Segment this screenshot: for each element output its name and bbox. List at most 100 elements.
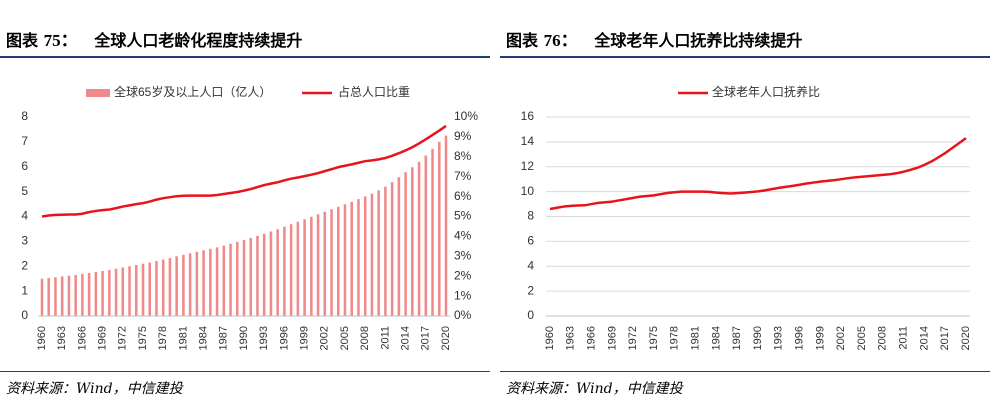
y2-tick-label: 10% xyxy=(454,109,478,123)
figure-number: 75： xyxy=(43,31,78,50)
bar xyxy=(229,243,232,316)
x-tick-label: 1993 xyxy=(773,326,785,350)
figure-label: 图表 xyxy=(506,31,539,50)
bar xyxy=(397,177,401,316)
bar xyxy=(141,263,145,316)
x-tick-label: 1963 xyxy=(56,326,68,350)
y2-tick-label: 0% xyxy=(454,308,472,322)
share-line xyxy=(41,124,447,218)
y-tick-label: 1 xyxy=(21,283,28,297)
bar xyxy=(384,186,387,316)
bar xyxy=(161,259,165,316)
x-tick-label: 1960 xyxy=(544,326,556,350)
x-tick-label: 1999 xyxy=(814,326,826,350)
x-tick-label: 1981 xyxy=(177,326,189,350)
x-tick-label: 2005 xyxy=(339,326,351,350)
bar xyxy=(242,239,246,316)
y-tick-label: 12 xyxy=(521,159,535,173)
bar xyxy=(128,266,131,316)
y2-tick-label: 8% xyxy=(454,149,472,163)
x-tick-label: 1963 xyxy=(565,326,577,350)
bar xyxy=(148,262,152,316)
bar xyxy=(310,216,313,316)
bar xyxy=(330,209,333,316)
bar xyxy=(424,155,428,316)
legend-label: 全球老年人口抚养比 xyxy=(712,84,820,99)
source-rule xyxy=(0,371,490,372)
bar xyxy=(343,204,347,316)
bar xyxy=(114,268,118,316)
x-tick-label: 2017 xyxy=(939,326,951,350)
x-tick-label: 2002 xyxy=(835,326,847,350)
bar xyxy=(209,248,212,316)
source-note: 资料来源：Wind，中信建投 xyxy=(6,381,183,397)
bar xyxy=(370,193,374,316)
bar xyxy=(303,219,306,316)
bar xyxy=(182,254,185,316)
bar xyxy=(350,201,354,316)
y-tick-label: 4 xyxy=(21,209,28,223)
bar xyxy=(215,247,219,316)
bar xyxy=(256,235,259,316)
bar xyxy=(283,226,286,316)
x-tick-label: 1960 xyxy=(36,326,48,350)
y-tick-label: 6 xyxy=(21,159,28,173)
bar xyxy=(390,182,394,316)
y2-tick-label: 3% xyxy=(454,248,472,262)
title-text: 全球老年人口抚养比持续提升 xyxy=(594,31,803,50)
bar xyxy=(47,277,51,316)
x-tick-label: 1966 xyxy=(76,326,88,350)
bar xyxy=(336,206,340,316)
title-text: 全球人口老龄化程度持续提升 xyxy=(94,31,303,50)
x-tick-label: 1981 xyxy=(690,326,702,350)
y-tick-label: 10 xyxy=(521,184,535,198)
bar xyxy=(155,261,158,316)
x-tick-label: 1987 xyxy=(218,326,230,350)
bar xyxy=(404,172,407,316)
y2-tick-label: 7% xyxy=(454,169,472,183)
bar xyxy=(357,199,360,316)
bar xyxy=(316,214,320,316)
bar xyxy=(363,196,367,316)
bar xyxy=(202,250,205,316)
bar xyxy=(249,237,253,316)
x-tick-label: 2011 xyxy=(379,326,391,350)
x-tick-label: 1993 xyxy=(258,326,270,350)
bar xyxy=(134,265,138,316)
bar xyxy=(276,229,279,316)
x-tick-label: 1990 xyxy=(752,326,764,350)
x-tick-label: 2008 xyxy=(359,326,371,350)
x-tick-label: 2011 xyxy=(898,326,910,350)
dependency-ratio-chart: 全球老年人口抚养比 0 2 4 6 8 10 12 14 16 1960 1963 1966 1969 19… xyxy=(521,84,972,350)
x-tick-label: 1999 xyxy=(299,326,311,350)
bar xyxy=(296,221,300,316)
bar xyxy=(431,148,434,316)
bar xyxy=(108,269,111,316)
bar xyxy=(60,276,64,316)
bar xyxy=(289,224,293,316)
y-tick-label: 4 xyxy=(527,258,534,272)
y-tick-label: 0 xyxy=(21,308,28,322)
bar xyxy=(323,211,327,316)
y-tick-label: 2 xyxy=(527,283,534,297)
x-tick-label: 1996 xyxy=(278,326,290,350)
bar xyxy=(101,270,104,316)
dependency-line xyxy=(549,137,967,211)
y-tick-label: 3 xyxy=(21,234,28,248)
y-tick-label: 5 xyxy=(21,184,28,198)
y2-tick-label: 5% xyxy=(454,209,472,223)
bar xyxy=(74,274,77,316)
right-panel: 图表 76： 全球老年人口抚养比持续提升 全球老年人口抚养比 0 2 4 6 8 10 12 1… xyxy=(500,0,1005,411)
left-panel: 图表 75： 全球人口老龄化程度持续提升 全球65岁及以上人口（亿人） 占总人口比… xyxy=(0,0,490,411)
chart-title: 图表 75： 全球人口老龄化程度持续提升 xyxy=(6,26,302,51)
x-tick-label: 1984 xyxy=(198,326,210,350)
x-tick-label: 1972 xyxy=(117,326,129,350)
bar xyxy=(222,245,226,316)
y2-tick-label: 6% xyxy=(454,189,472,203)
y-tick-label: 7 xyxy=(21,134,28,148)
chart-title: 图表 76： 全球老年人口抚养比持续提升 xyxy=(506,26,802,51)
y2-tick-label: 1% xyxy=(454,288,472,302)
source-rule xyxy=(500,371,990,372)
x-tick-label: 1972 xyxy=(627,326,639,350)
figure-number: 76： xyxy=(543,31,578,50)
